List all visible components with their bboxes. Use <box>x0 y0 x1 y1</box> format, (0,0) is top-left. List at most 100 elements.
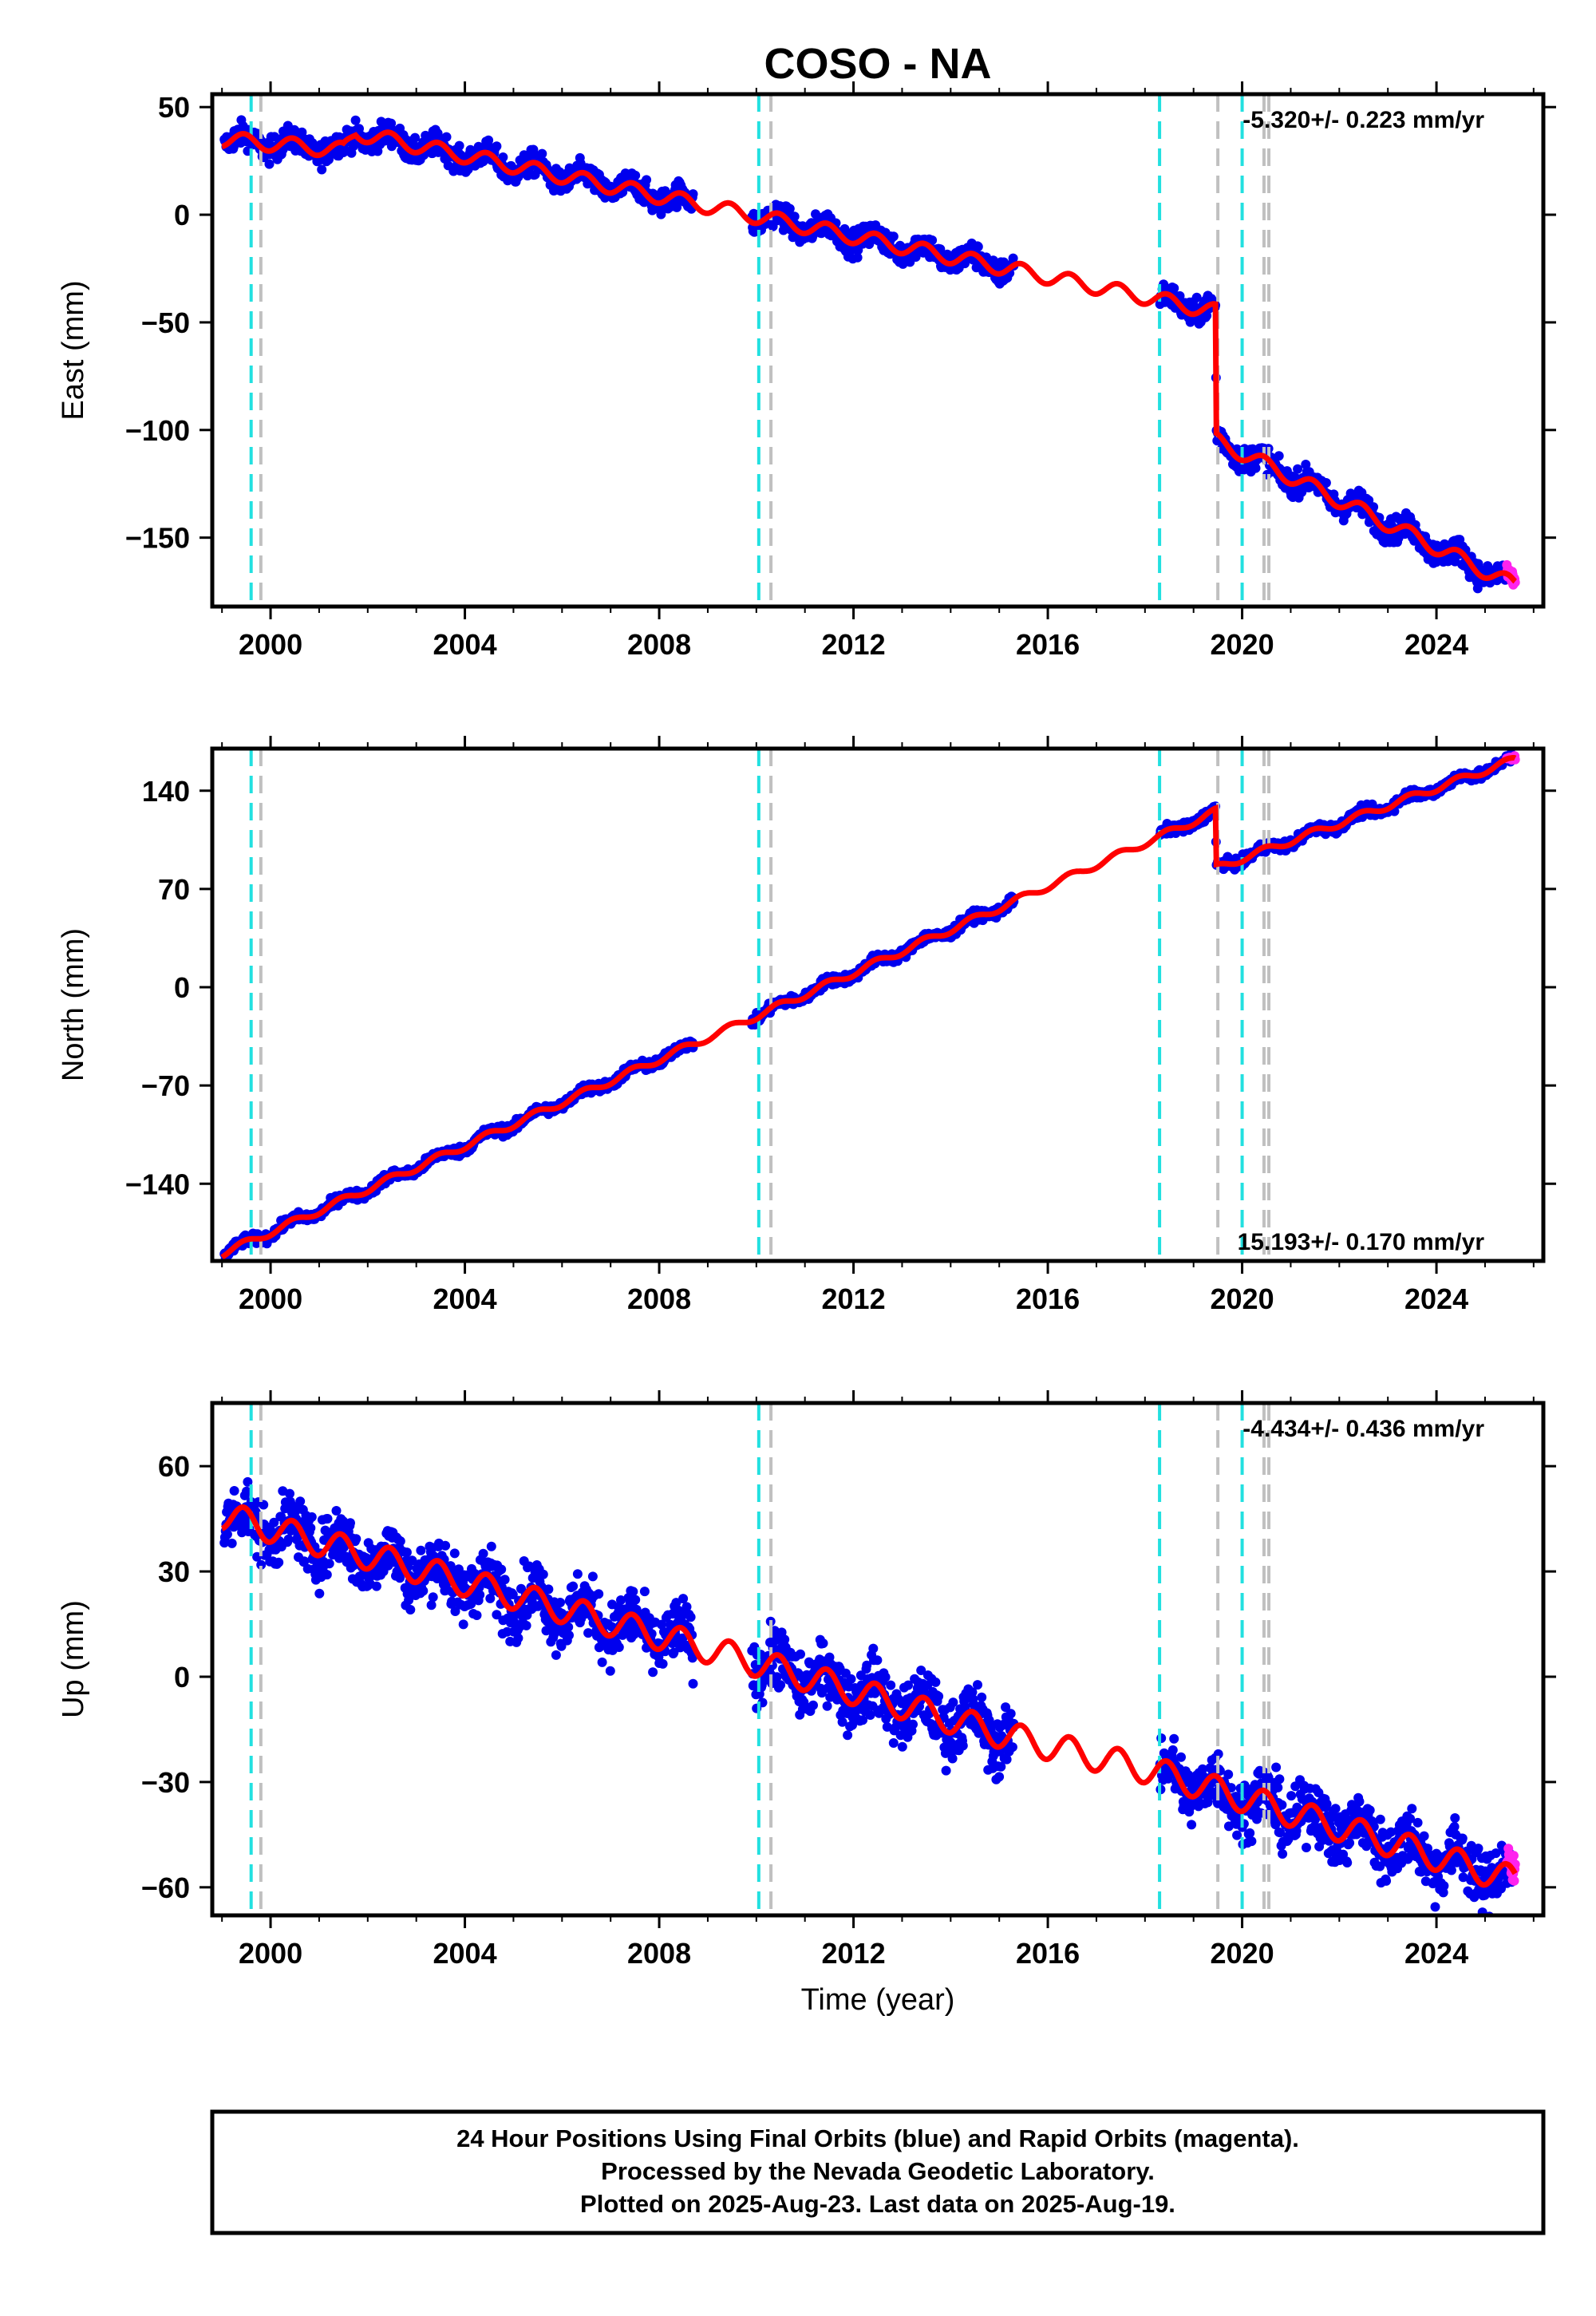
data-point <box>496 1564 507 1575</box>
data-point <box>478 1548 488 1559</box>
data-point <box>868 1643 879 1654</box>
y-tick-label: −140 <box>125 1168 190 1200</box>
data-point <box>628 1587 638 1597</box>
data-point <box>594 1589 604 1599</box>
data-point <box>776 1680 786 1690</box>
data-point <box>630 170 641 180</box>
data-point <box>572 1569 583 1579</box>
data-point <box>927 235 938 245</box>
x-tick-label: 2004 <box>433 628 497 661</box>
data-point <box>498 152 508 162</box>
data-point <box>472 1611 482 1620</box>
data-point <box>229 1486 239 1496</box>
data-point <box>843 1730 853 1741</box>
data-point <box>789 211 800 222</box>
data-point <box>395 1536 405 1547</box>
data-point <box>614 1642 624 1652</box>
data-point <box>538 1569 548 1579</box>
data-point <box>322 1570 332 1580</box>
north-axis-label: North (mm) <box>57 928 90 1081</box>
data-point <box>410 132 421 143</box>
data-point <box>587 1571 598 1582</box>
data-point <box>973 242 983 252</box>
data-point <box>886 1680 896 1690</box>
data-point <box>1301 460 1311 469</box>
y-tick-label: 0 <box>174 199 190 231</box>
x-tick-label: 2024 <box>1404 628 1468 661</box>
data-point <box>818 1638 828 1649</box>
data-point <box>630 1595 641 1605</box>
data-point <box>418 1586 429 1596</box>
data-point <box>543 1584 554 1595</box>
x-tick-label: 2004 <box>433 1282 497 1315</box>
data-point <box>405 1605 416 1614</box>
data-point <box>426 1600 437 1611</box>
data-point <box>658 1658 668 1669</box>
data-point <box>264 159 275 169</box>
data-point <box>306 1512 317 1522</box>
x-tick-label: 2016 <box>1016 628 1080 661</box>
y-tick-label: 0 <box>174 971 190 1004</box>
x-tick-label: 2008 <box>627 1282 691 1315</box>
x-tick-label: 2008 <box>627 628 691 661</box>
data-point <box>639 1587 650 1597</box>
data-point <box>648 1667 658 1678</box>
data-point <box>685 1612 696 1622</box>
data-point <box>872 1655 883 1666</box>
data-point <box>428 1592 438 1603</box>
data-point <box>1321 478 1331 488</box>
x-tick-label: 2012 <box>822 1282 886 1315</box>
data-point <box>551 1650 561 1660</box>
panel-east: 2000 2004 2008 2012 2016 2020 2024500−50−100−1… <box>57 81 1556 661</box>
data-point <box>484 135 494 145</box>
y-tick-label: −70 <box>141 1069 190 1102</box>
data-point <box>440 1540 451 1551</box>
data-point <box>796 1649 805 1659</box>
data-point <box>486 1541 496 1551</box>
data-point <box>1274 451 1284 461</box>
x-tick-label: 2016 <box>1016 1282 1080 1315</box>
north-rate-text: 15.193+/- 0.170 mm/yr <box>1238 1229 1485 1255</box>
x-tick-label: 2000 <box>239 628 302 661</box>
data-point <box>500 1575 510 1585</box>
data-point <box>227 1538 237 1548</box>
x-tick-label: 2012 <box>822 628 886 661</box>
data-point <box>605 1666 615 1676</box>
data-point <box>492 141 502 152</box>
data-point <box>888 231 899 242</box>
data-point <box>555 1598 565 1607</box>
x-tick-label: 2020 <box>1211 1282 1274 1315</box>
data-point <box>688 1678 698 1689</box>
data-point <box>454 140 464 151</box>
data-point <box>331 1506 342 1516</box>
data-point <box>513 1633 523 1643</box>
data-point <box>784 204 795 214</box>
panel-north: 2000 2004 2008 2012 2016 2020 2024140700−70−14… <box>57 736 1556 1315</box>
data-point <box>822 1701 832 1711</box>
y-tick-label: −150 <box>125 522 190 555</box>
data-point <box>1169 283 1179 294</box>
east-model-curve <box>221 129 1517 584</box>
east-final-points <box>219 115 1520 594</box>
data-point <box>324 1559 334 1569</box>
data-point <box>537 148 547 159</box>
plot-frame <box>210 92 1546 609</box>
data-point <box>1191 292 1202 302</box>
data-point <box>274 1557 284 1567</box>
data-point <box>597 1657 607 1667</box>
data-point <box>351 1534 361 1544</box>
data-point <box>846 1674 856 1684</box>
y-tick-label: 140 <box>142 775 190 808</box>
data-point <box>564 1630 574 1640</box>
data-point <box>283 1534 294 1544</box>
data-point <box>1250 463 1261 473</box>
y-tick-label: −100 <box>125 414 190 447</box>
data-point <box>350 115 361 125</box>
x-tick-label: 2000 <box>239 1282 302 1315</box>
x-tick-label: 2024 <box>1404 1282 1468 1315</box>
data-point <box>583 1628 594 1638</box>
data-point <box>449 1548 460 1559</box>
data-point <box>808 1700 818 1710</box>
data-point <box>678 1594 689 1604</box>
